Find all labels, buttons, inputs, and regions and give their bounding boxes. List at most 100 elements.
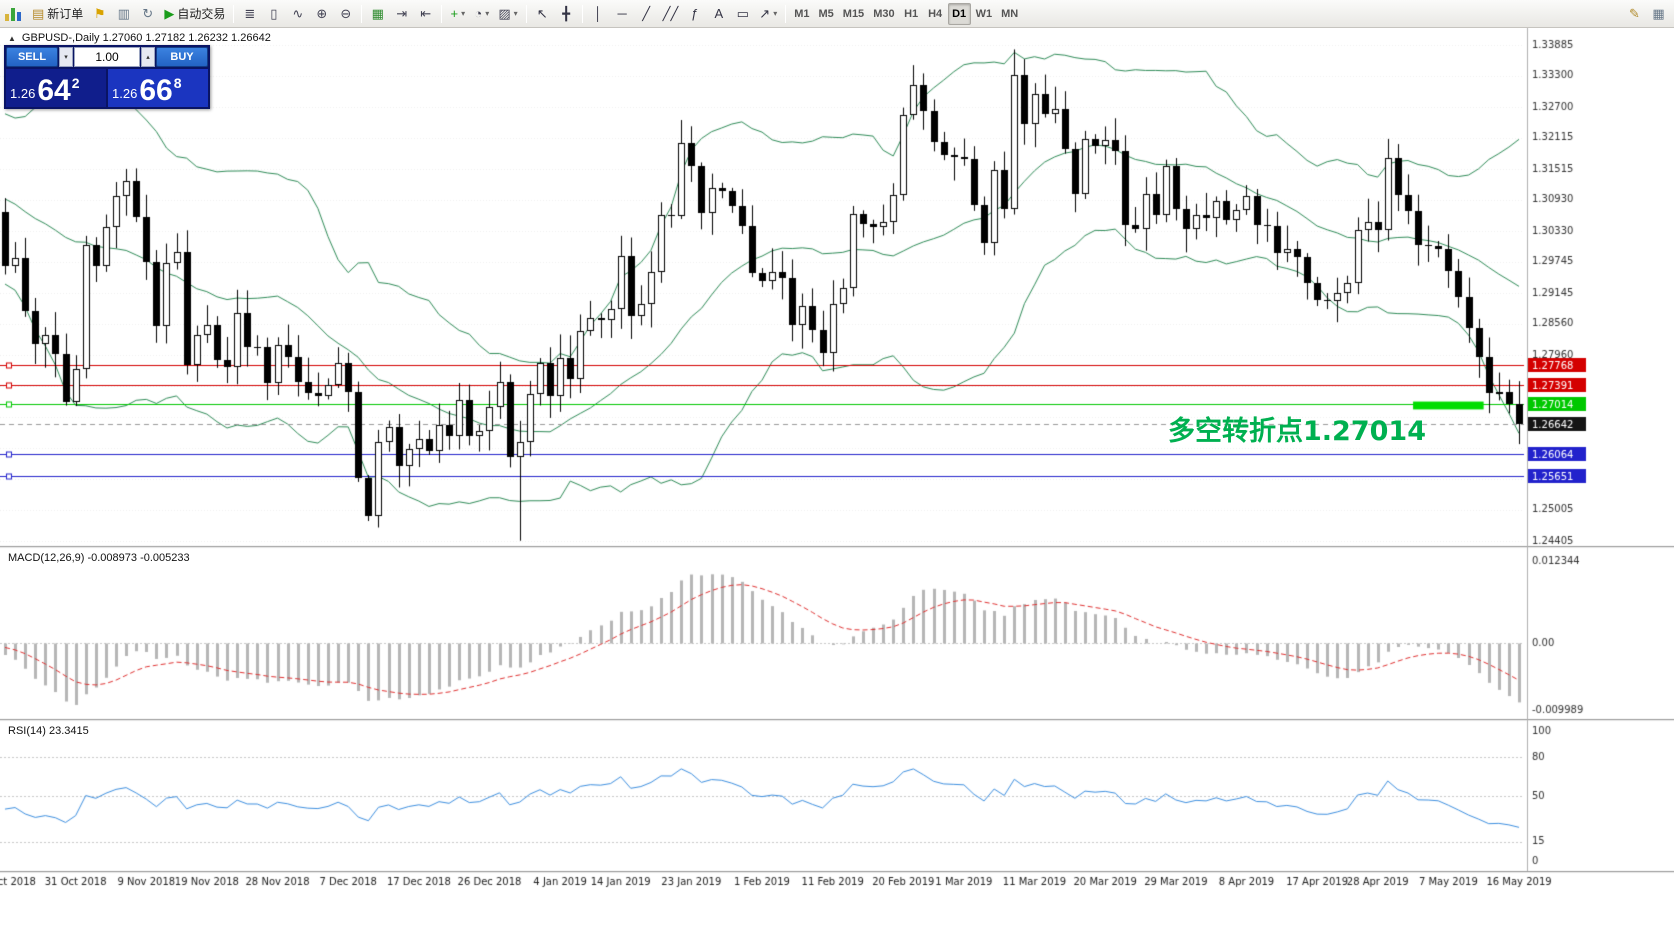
symbol-ohlc-label: GBPUSD-,Daily 1.27060 1.27182 1.26232 1.… (21, 32, 271, 44)
zoom-in-icon: ⊕ (316, 6, 328, 21)
tile-windows-button[interactable]: ▦ (366, 3, 389, 25)
volume-input[interactable] (74, 47, 140, 67)
line-chart-icon: ∿ (292, 6, 304, 21)
templates-icon: ▨ (498, 6, 511, 21)
bid-big-digits: 64 (37, 73, 71, 107)
ask-price[interactable]: 1.26 66 8 (108, 69, 208, 107)
trendline-icon: ╱ (642, 6, 651, 21)
trade-panel-controls: SELL ▾ ▴ BUY (6, 47, 208, 67)
volume-up-button[interactable]: ▴ (141, 47, 155, 67)
crosshair-button[interactable]: ╋ (555, 3, 578, 25)
dropdown-arrow-icon: ▾ (461, 9, 466, 18)
autotrading-button-label: 自动交易 (177, 7, 226, 21)
timeframe-button-h4[interactable]: H4 (924, 3, 947, 25)
periods-button[interactable]: ◔ ▾ (470, 3, 493, 25)
zoom-out-icon: ⊖ (340, 6, 352, 21)
chart-annotation-text: 多空转折点1.27014 (1168, 416, 1426, 447)
horn-button[interactable]: ⚑ (88, 3, 111, 25)
label-button[interactable]: ▭ (731, 3, 754, 25)
ask-big-digits: 66 (139, 73, 173, 107)
price-chart-canvas[interactable] (0, 28, 1674, 948)
timeframe-button-m5[interactable]: M5 (815, 3, 838, 25)
autotrading-button[interactable]: ▶ 自动交易 (160, 3, 229, 25)
hline-icon: ─ (617, 6, 627, 21)
toolbar-separator (441, 4, 443, 23)
toolbar-right-buttons: ✎ ▦ (1623, 3, 1670, 25)
timeframe-button-mn[interactable]: MN (997, 3, 1022, 25)
candle-chart-icon: ▯ (270, 6, 278, 21)
one-click-trade-panel: SELL ▾ ▴ BUY 1.26 64 2 1.26 66 8 (4, 45, 210, 109)
timeframe-button-m15[interactable]: M15 (839, 3, 868, 25)
templates-button[interactable]: ▨ ▾ (494, 3, 521, 25)
toolbar-separator (525, 4, 527, 23)
text-icon: A (714, 6, 724, 21)
toolbar-separator (785, 4, 787, 23)
crosshair-icon: ╋ (562, 6, 571, 21)
refresh-button[interactable]: ↻ (136, 3, 159, 25)
app-logo-icon (4, 6, 22, 22)
timeframe-button-d1[interactable]: D1 (947, 2, 971, 25)
arrows-button[interactable]: ↗ ▾ (755, 3, 781, 25)
bid-prefix: 1.26 (10, 86, 36, 101)
macd-indicator-label: MACD(12,26,9) -0.008973 -0.005233 (8, 552, 190, 564)
trade-panel-prices: 1.26 64 2 1.26 66 8 (6, 69, 208, 107)
channel-button[interactable]: ╱╱ (659, 3, 683, 25)
zoom-in-button[interactable]: ⊕ (310, 3, 333, 25)
text-button[interactable]: A (707, 3, 730, 25)
volume-down-button[interactable]: ▾ (59, 47, 73, 67)
dropdown-arrow-icon: ▾ (485, 9, 490, 18)
fibonacci-icon: ƒ (691, 6, 699, 21)
toolbar-separator (361, 4, 363, 23)
buy-button[interactable]: BUY (156, 47, 208, 67)
timeframe-toolbar: M1 M5 M15 M30 H1 H4 D1 W1 MN (790, 2, 1022, 25)
timeframe-button-h1[interactable]: H1 (900, 3, 923, 25)
zoom-out-button[interactable]: ⊖ (334, 3, 357, 25)
toolbar-separator (233, 4, 235, 23)
chart-shift-button[interactable]: ⇤ (414, 3, 437, 25)
trendline-button[interactable]: ╱ (635, 3, 658, 25)
vline-button[interactable]: │ (587, 3, 610, 25)
pencil-icon: ✎ (1629, 6, 1640, 21)
main-toolbar: ▤ 新订单 ⚑ ▥ ↻ ▶ 自动交易 ≣ ▯ ∿ ⊕ ⊖ ▦ ⇥ ⇤ + ▾ ◔ ▾ ▨ ▾ ↖ ╋ │ ─ ╱ ╱╱ ƒ A ▭ ↗ ▾ M… (0, 0, 1674, 28)
collapse-chart-icon[interactable]: ▲ (8, 33, 16, 43)
ask-pipette: 8 (173, 75, 182, 91)
auto-scroll-button[interactable]: ⇥ (390, 3, 413, 25)
new-order-button[interactable]: ▤ 新订单 (28, 3, 87, 25)
pencil-button[interactable]: ✎ (1623, 3, 1646, 25)
fibonacci-button[interactable]: ƒ (683, 3, 706, 25)
indicators-button[interactable]: + ▾ (446, 3, 469, 25)
label-icon: ▭ (736, 6, 749, 21)
channel-icon: ╱╱ (662, 6, 679, 21)
hline-button[interactable]: ─ (611, 3, 634, 25)
ask-prefix: 1.26 (112, 86, 138, 101)
new-order-icon: ▤ (32, 6, 45, 21)
line-chart-button[interactable]: ∿ (286, 3, 309, 25)
auto-scroll-icon: ⇥ (396, 6, 408, 21)
new-order-button-label: 新订单 (47, 7, 84, 21)
cursor-button[interactable]: ↖ (531, 3, 554, 25)
chart-area: ▲ GBPUSD-,Daily 1.27060 1.27182 1.26232 … (0, 28, 1674, 948)
window-grid-button[interactable]: ▦ (1647, 3, 1670, 25)
timeframe-button-m30[interactable]: M30 (869, 3, 898, 25)
dropdown-arrow-icon: ▾ (773, 9, 778, 18)
indicators-icon: + (450, 6, 459, 21)
timeframe-button-w1[interactable]: W1 (972, 3, 997, 25)
periods-icon: ◔ (474, 6, 483, 21)
chart-window-button[interactable]: ▥ (112, 3, 135, 25)
candle-chart-button[interactable]: ▯ (262, 3, 285, 25)
autotrading-icon: ▶ (164, 6, 175, 21)
rsi-indicator-label: RSI(14) 23.3415 (8, 725, 89, 737)
timeframe-button-m1[interactable]: M1 (790, 3, 813, 25)
horn-icon: ⚑ (93, 6, 106, 21)
vline-icon: │ (594, 6, 603, 21)
toolbar-separator (581, 4, 583, 23)
bar-chart-icon: ≣ (244, 6, 256, 21)
cursor-icon: ↖ (536, 6, 548, 21)
symbol-info: ▲ GBPUSD-,Daily 1.27060 1.27182 1.26232 … (8, 32, 271, 44)
chart-shift-icon: ⇤ (420, 6, 432, 21)
arrows-icon: ↗ (759, 6, 771, 21)
bid-price[interactable]: 1.26 64 2 (6, 69, 106, 107)
bar-chart-button[interactable]: ≣ (238, 3, 261, 25)
sell-button[interactable]: SELL (6, 47, 58, 67)
